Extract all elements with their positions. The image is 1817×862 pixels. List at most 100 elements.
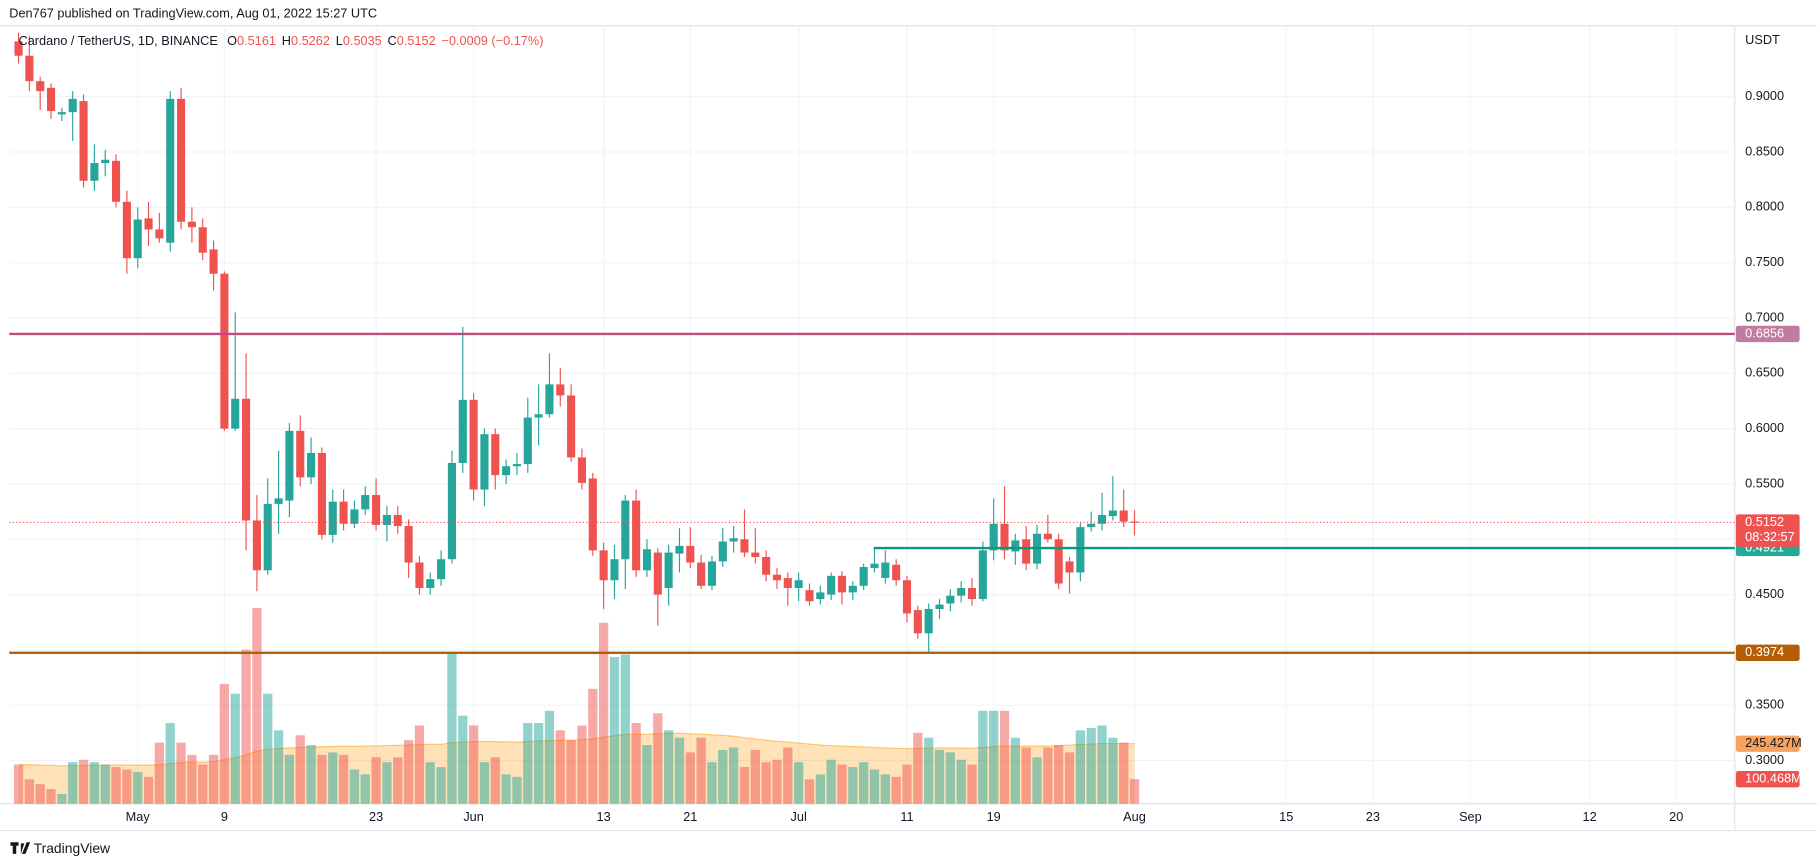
volume-bar [230,693,240,804]
candle-body [729,538,738,542]
candle-body [274,498,283,504]
candle-body [263,503,272,571]
candle-body [794,580,803,588]
candle-body [859,566,868,586]
volume-bar [252,608,262,804]
volume-bar [653,713,663,804]
candle-body [957,587,966,596]
candle-body [1087,523,1096,528]
candle-body [783,578,792,588]
volume-ma-label-box [1735,735,1800,752]
volume-bar [306,745,316,804]
volume-bar [490,757,500,804]
volume-bar [588,688,598,804]
candle-body [989,523,998,551]
candle-body [491,434,500,476]
candle-body [187,221,196,228]
candle-body [307,452,316,478]
candle-body [209,249,218,274]
volume-bar [468,725,479,804]
volume-bar [837,764,847,804]
y-tick-label: 0.4500 [1745,586,1784,601]
volume-bar [338,754,349,804]
volume-bar [750,749,760,804]
x-tick-label: May [126,809,151,824]
volume-bar [1108,737,1118,804]
candle-body [1000,523,1009,551]
volume-bar [544,710,555,804]
candle-body [155,229,164,239]
candle-body [837,575,847,593]
y-tick-label: 0.6000 [1745,420,1784,435]
candle-body [372,495,381,525]
volume-bar [783,747,793,804]
legend-value: 0.5035 [343,33,382,48]
volume-bar [273,730,284,804]
volume-bar [620,654,630,804]
candle-body [675,545,684,554]
candle-body [447,462,456,560]
candle-body [512,464,521,467]
volume-bar [674,737,685,804]
candle-body [935,604,944,610]
candle-body [870,563,879,569]
volume-bar [924,737,934,804]
candle-body [599,550,608,581]
volume-bar [999,710,1010,804]
candle-body [101,159,110,164]
volume-bar [978,710,988,804]
volume-bar [501,774,511,804]
volume-bar [447,652,457,804]
x-tick-label: 15 [1279,809,1293,824]
candle-body [924,609,933,634]
volume-label-box [1735,771,1800,788]
level-label-box [1735,644,1800,661]
volume-bar [1021,747,1031,804]
candle-body [350,509,359,524]
y-tick-label: 0.3000 [1745,752,1784,767]
candle-body [382,514,391,525]
y-tick-label: 0.7000 [1745,309,1784,324]
volume-bar [707,762,717,804]
candle-body [805,590,814,602]
volume-bar [718,749,728,804]
volume-bar [241,649,251,804]
volume-bar [13,764,24,804]
volume-label: 100.468M [1745,771,1802,786]
x-tick-label: Jun [463,809,484,824]
x-tick-label: Sep [1459,809,1482,824]
volume-bar [458,715,468,804]
y-tick-label: 0.6500 [1745,365,1784,380]
volume-bar [577,725,587,804]
candle-body [632,500,641,571]
x-tick-label: Aug [1123,809,1146,824]
x-tick-label: 9 [221,809,228,824]
volume-bar [642,745,652,804]
brand-logo: TradingView [10,840,111,856]
candle-body [437,559,446,580]
volume-bar [880,774,890,804]
volume-bar [100,764,110,804]
candle-body [317,452,326,535]
candle-body [177,98,186,222]
volume-bar [349,769,360,804]
candle-body [881,562,890,579]
volume-bar [815,774,825,804]
candle-body [827,575,836,595]
y-tick-label: 0.8500 [1745,143,1784,158]
candle-body [220,273,229,429]
candle-body [664,552,673,588]
legend-prefix: H [282,33,291,48]
last-price-label: 0.5152 [1745,514,1784,529]
candle-body [902,580,912,614]
volume-bar [263,693,273,804]
volume-bar [794,762,804,804]
candle-body [556,384,565,396]
volume-bar [165,723,175,804]
volume-bar [913,732,923,804]
candle-body [415,562,424,588]
candle-body [36,81,45,92]
candle-body [1011,540,1020,552]
x-tick-label: 19 [987,809,1001,824]
